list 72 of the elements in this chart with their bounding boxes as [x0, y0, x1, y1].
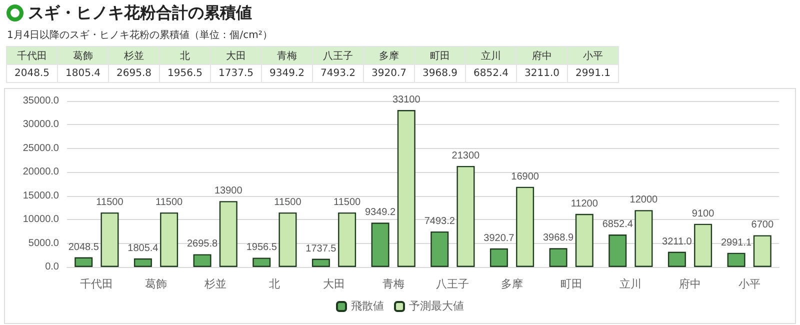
y-tick-label: 0.0 [45, 262, 60, 272]
y-tick-label: 15000.0 [22, 190, 60, 202]
x-tick-label: 小平 [738, 278, 760, 290]
category-label: 多摩 [379, 50, 399, 62]
text: 2695.8 [116, 68, 152, 79]
data-label: 33100 [392, 94, 421, 106]
text: 3211.0 [524, 68, 560, 79]
data-label: 9349.2 [364, 207, 396, 218]
category-label: 杉並 [124, 50, 144, 62]
data-label: 2048.5 [68, 242, 100, 253]
y-tick-label: 5000.0 [28, 238, 60, 249]
data-label: 1805.4 [128, 242, 159, 254]
data-label: 7493.2 [424, 216, 456, 227]
category-label: 千代田 [17, 50, 47, 62]
text: 9349.2 [270, 68, 304, 79]
data-label: 3968.9 [542, 232, 574, 244]
y-tick-label: 10000.0 [22, 214, 60, 226]
category-label: 八王子 [323, 50, 353, 62]
category-label: 葛飾 [73, 50, 93, 62]
data-label: 6700 [751, 220, 774, 231]
chart-title: スギ・ヒノキ花粉合計の累積値 [28, 2, 252, 24]
data-label: 11500 [274, 196, 302, 208]
category-label: 青梅 [277, 50, 297, 62]
data-label: 13900 [214, 186, 243, 197]
data-label: 11500 [334, 196, 362, 208]
text: 3920.7 [372, 68, 406, 79]
category-label: 小平 [583, 50, 603, 62]
data-label: 1737.5 [306, 243, 337, 254]
y-tick-label: 20000.0 [22, 166, 60, 178]
x-tick-label: 杉並 [203, 278, 226, 290]
data-label: 11500 [156, 196, 184, 208]
data-label: 21300 [452, 150, 480, 162]
data-label: 3920.7 [484, 232, 515, 244]
text: 2991.1 [576, 68, 610, 79]
data-label: 11200 [570, 198, 598, 210]
data-label: 9100 [692, 208, 715, 220]
x-tick-label: 北 [269, 278, 280, 290]
category-label: 北 [180, 50, 190, 62]
data-label: 12000 [630, 194, 658, 206]
text: 7493.2 [320, 68, 356, 79]
x-tick-label: 多摩 [501, 278, 523, 290]
category-label: 府中 [532, 50, 552, 62]
x-tick-label: 千代田 [80, 278, 114, 290]
data-label: 6852.4 [602, 219, 634, 230]
category-label: 大田 [226, 50, 246, 62]
text: 3968.9 [422, 68, 458, 79]
category-label: 立川 [481, 50, 501, 62]
text: 1956.5 [168, 68, 202, 79]
y-tick-label: 25000.0 [22, 142, 60, 154]
x-tick-label: 町田 [560, 278, 582, 290]
data-label: 1956.5 [246, 242, 278, 254]
y-tick-label: 30000.0 [22, 119, 60, 130]
x-tick-label: 大田 [323, 278, 345, 290]
text: 6852.4 [474, 68, 508, 79]
y-tick-label: 35000.0 [22, 96, 60, 106]
x-tick-label: 葛飾 [145, 278, 167, 290]
x-tick-label: 立川 [620, 278, 642, 290]
category-label: 町田 [430, 50, 450, 62]
data-label: 3211.0 [662, 236, 692, 248]
chart-subtitle: 1月4日以降のスギ・ヒノキ花粉の累積値（単位：個/cm²） [7, 28, 272, 42]
text: 1737.5 [218, 68, 254, 79]
data-label: 2695.8 [186, 238, 218, 250]
data-label: 2991.1 [720, 237, 752, 248]
x-tick-label: 八王子 [436, 278, 470, 290]
data-label: 11500 [96, 196, 124, 208]
legend-label: 飛散値 [351, 300, 384, 312]
x-tick-label: 府中 [679, 278, 701, 290]
text: 1805.4 [66, 68, 100, 79]
text: 2048.5 [14, 68, 50, 79]
legend-label: 予測最大値 [409, 300, 464, 312]
x-tick-label: 青梅 [382, 278, 404, 290]
data-label: 16900 [511, 171, 540, 182]
